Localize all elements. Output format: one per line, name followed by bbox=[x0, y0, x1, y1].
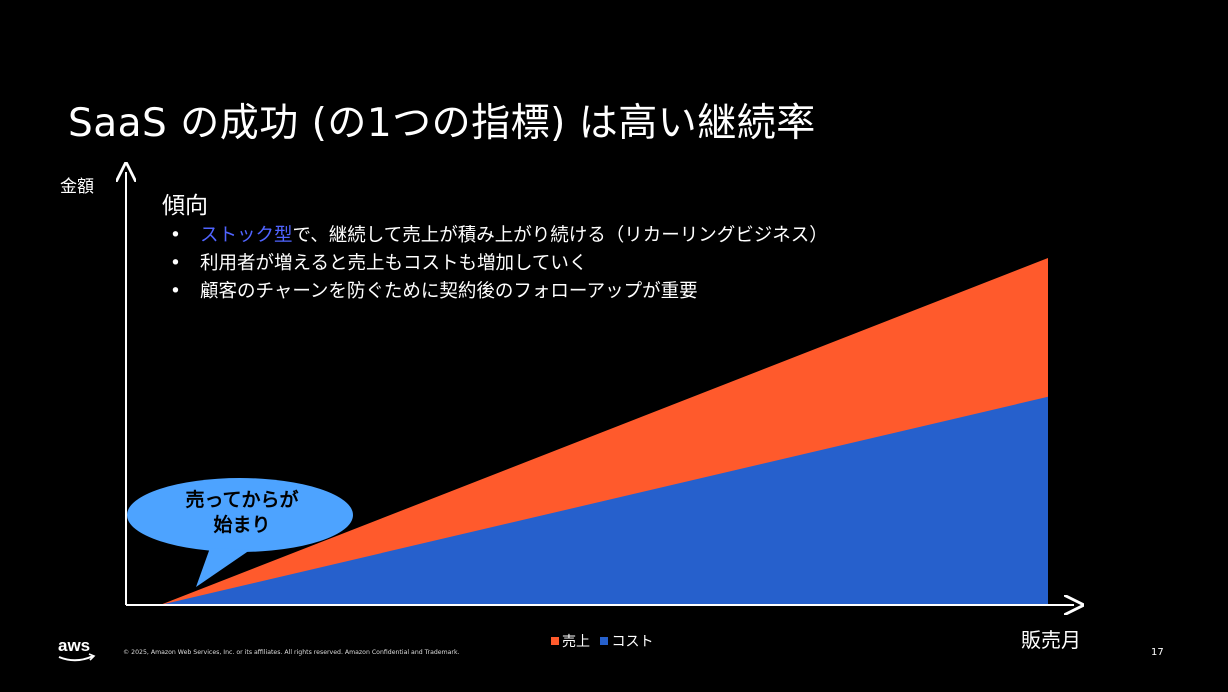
bullet-dot: • bbox=[170, 281, 181, 302]
area-series-cost bbox=[160, 396, 1048, 605]
legend-label: 売上 bbox=[562, 634, 590, 650]
slide-title: SaaS の成功 (の1つの指標) は高い継続率 bbox=[68, 101, 816, 146]
x-axis-label: 販売月 bbox=[1021, 628, 1081, 652]
chart-areas bbox=[160, 258, 1048, 605]
bullet-item: • ストック型で、継続して売上が積み上がり続ける（リカーリングビジネス） bbox=[170, 222, 828, 250]
bullet-text: 利用者が増えると売上もコストも増加していく bbox=[200, 253, 588, 274]
callout-text: 売ってからが 始まり bbox=[135, 488, 349, 538]
aws-logo-text: aws bbox=[58, 636, 90, 655]
bullet-item: • 利用者が増えると売上もコストも増加していく bbox=[170, 250, 828, 278]
bullet-highlight: ストック型 bbox=[200, 225, 293, 246]
bullet-text: 顧客のチャーンを防ぐために契約後のフォローアップが重要 bbox=[200, 281, 698, 302]
aws-logo-icon: aws bbox=[58, 636, 96, 662]
legend-label: コスト bbox=[611, 634, 654, 650]
legend-item-cost: コスト bbox=[600, 634, 653, 650]
copyright-text: © 2025, Amazon Web Services, Inc. or its… bbox=[123, 649, 460, 656]
y-axis-label: 金額 bbox=[60, 177, 94, 197]
legend-item-sales: 売上 bbox=[551, 634, 590, 650]
callout-line: 始まり bbox=[213, 514, 271, 536]
chart-legend: 売上 コスト bbox=[551, 631, 659, 651]
legend-swatch bbox=[551, 637, 559, 645]
bullet-dot: • bbox=[170, 253, 181, 274]
bullet-list: • ストック型で、継続して売上が積み上がり続ける（リカーリングビジネス） • 利用者… bbox=[170, 222, 828, 306]
callout-bubble bbox=[127, 478, 353, 587]
page-number: 17 bbox=[1151, 647, 1164, 658]
bullet-text: で、継続して売上が積み上がり続ける（リカーリングビジネス） bbox=[292, 225, 828, 246]
bullet-item: • 顧客のチャーンを防ぐために契約後のフォローアップが重要 bbox=[170, 278, 828, 306]
bullet-dot: • bbox=[170, 225, 181, 246]
trend-heading: 傾向 bbox=[162, 193, 208, 219]
callout-line: 売ってからが bbox=[185, 489, 299, 511]
legend-swatch bbox=[600, 637, 609, 645]
